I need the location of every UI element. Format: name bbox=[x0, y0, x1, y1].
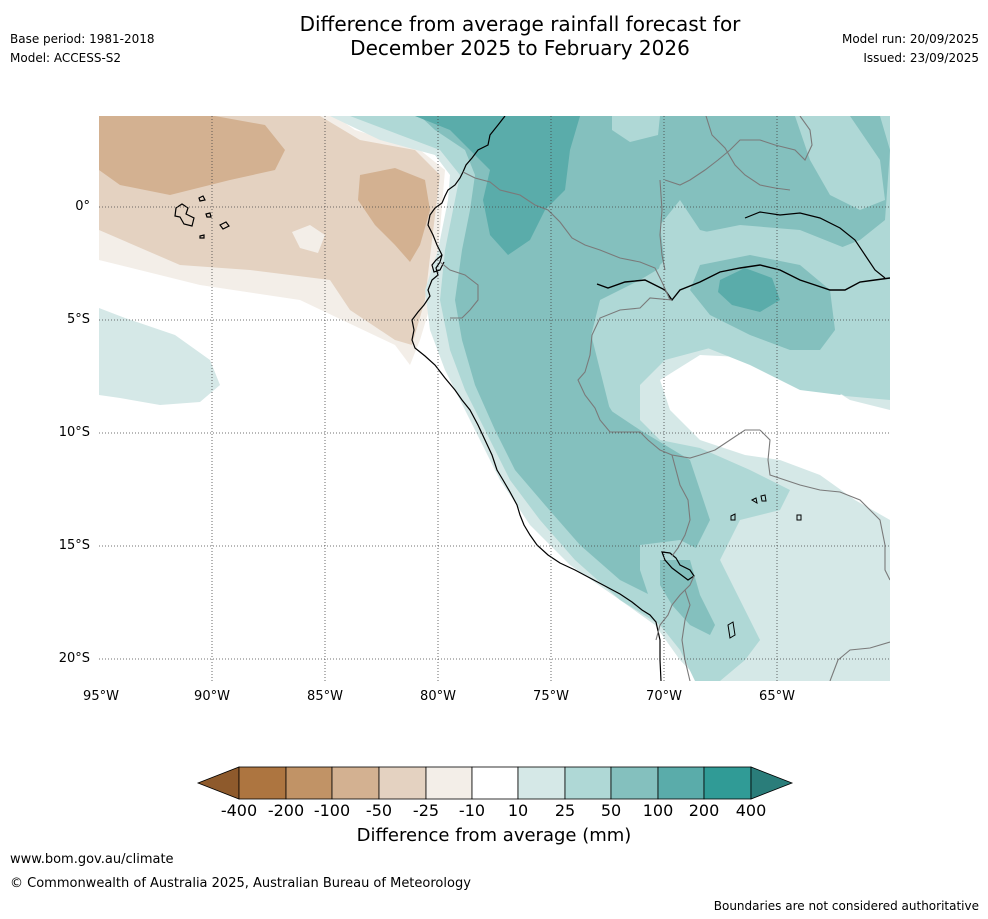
rio-negro bbox=[744, 211, 886, 279]
graticule bbox=[99, 116, 890, 681]
region-wet-10-ocean bbox=[99, 308, 220, 405]
colorbar-bin-n10 bbox=[425, 766, 473, 800]
galapagos-small-1 bbox=[198, 195, 206, 202]
lon-label-65w: 65°W bbox=[759, 689, 795, 704]
colorbar-tick-label: -50 bbox=[365, 801, 393, 820]
lat-label-20s: 20°S bbox=[58, 651, 90, 666]
issued-date: Issued: 23/09/2025 bbox=[863, 51, 979, 65]
model-run: Model run: 20/09/2025 bbox=[841, 32, 979, 46]
colorbar-bin-zero bbox=[471, 766, 519, 800]
amazon-river bbox=[596, 264, 890, 302]
colorbar-bin-p25 bbox=[564, 766, 612, 800]
region-wet-50-andes bbox=[478, 275, 690, 525]
colorbar-bin-n50 bbox=[331, 766, 380, 800]
lon-label-70w: 70°W bbox=[646, 689, 682, 704]
colorbar-title: Difference from average (mm) bbox=[356, 825, 632, 846]
border-bolivia-brazil bbox=[759, 429, 890, 581]
region-wet-25-north-east bbox=[795, 116, 885, 210]
footer-copyright: © Commonwealth of Australia 2025, Austra… bbox=[10, 876, 471, 891]
galapagos-small-4 bbox=[205, 212, 212, 218]
colorbar-tick-label: 10 bbox=[507, 801, 529, 820]
colorbar-extend-low bbox=[196, 766, 240, 800]
border-chile-peru bbox=[655, 575, 695, 641]
lon-label-95w: 95°W bbox=[83, 689, 119, 704]
galapagos-islands bbox=[174, 203, 195, 227]
border-peru-bolivia bbox=[671, 454, 691, 557]
colorbar-bin-p100 bbox=[657, 766, 705, 800]
galapagos-small-2 bbox=[219, 221, 230, 230]
border-peru-brazil bbox=[577, 297, 760, 459]
gulf-of-guayaquil bbox=[431, 254, 445, 273]
border-argentina-bolivia bbox=[829, 659, 839, 681]
border-north-colombia-venezuela bbox=[664, 116, 813, 186]
lat-label-0: 0° bbox=[75, 199, 90, 214]
region-dry-10-patch bbox=[292, 225, 325, 253]
colorbar-tick-label: 100 bbox=[642, 801, 674, 820]
lon-label-75w: 75°W bbox=[533, 689, 569, 704]
boundaries-disclaimer: Boundaries are not considered authoritat… bbox=[713, 899, 979, 913]
region-zero-hole bbox=[660, 355, 890, 520]
chart-title: Difference from average rainfall forecas… bbox=[250, 12, 790, 60]
colorbar-tick-label: -25 bbox=[412, 801, 440, 820]
lat-label-5s: 5°S bbox=[66, 312, 90, 327]
title-line-1: Difference from average rainfall forecas… bbox=[299, 12, 741, 36]
colorbar-tick-label: 400 bbox=[735, 801, 767, 820]
lon-label-90w: 90°W bbox=[194, 689, 230, 704]
meta-right: Model run: 20/09/2025 Issued: 23/09/2025 bbox=[842, 30, 979, 68]
colorbar-bin-n100 bbox=[285, 766, 333, 800]
colorbar-tick-label: -200 bbox=[267, 801, 305, 820]
region-dry-50-west bbox=[99, 116, 285, 195]
region-wet-25-inner bbox=[612, 116, 660, 142]
lat-label-15s: 15°S bbox=[58, 538, 90, 553]
colorbar-bin-p50 bbox=[610, 766, 659, 800]
colorbar-bin-p10 bbox=[517, 766, 566, 800]
small-lake-5 bbox=[727, 621, 736, 639]
base-period: Base period: 1981-2018 bbox=[10, 32, 155, 46]
coastline bbox=[411, 116, 662, 681]
map-field bbox=[99, 116, 890, 681]
small-lake-3 bbox=[730, 513, 736, 521]
border-bolivia-paraguay bbox=[837, 641, 890, 661]
border-colombia-brazil bbox=[659, 179, 666, 271]
border-chile-bolivia bbox=[681, 589, 691, 681]
colorbar-bin-n25 bbox=[378, 766, 427, 800]
title-line-2: December 2025 to February 2026 bbox=[350, 36, 690, 60]
region-dry-50-coast bbox=[358, 168, 430, 262]
colorbar-bin-p200 bbox=[703, 766, 752, 800]
lon-label-80w: 80°W bbox=[420, 689, 456, 704]
colorbar-tick-label: -400 bbox=[220, 801, 258, 820]
meta-left: Base period: 1981-2018 Model: ACCESS-S2 bbox=[10, 30, 155, 68]
colorbar-tick-label: -100 bbox=[313, 801, 351, 820]
colorbar-tick-label: 25 bbox=[554, 801, 576, 820]
border-ecuador-peru bbox=[439, 261, 479, 319]
model-name: Model: ACCESS-S2 bbox=[10, 51, 122, 65]
border-colombia-ecuador bbox=[462, 171, 671, 301]
small-lake-4 bbox=[796, 514, 802, 521]
colorbar-tick-label: 200 bbox=[688, 801, 720, 820]
colorbar-tick-label: -10 bbox=[458, 801, 486, 820]
border-venezuela-brazil bbox=[705, 116, 791, 191]
lat-label-10s: 10°S bbox=[58, 425, 90, 440]
colorbar-bin-n200 bbox=[238, 766, 287, 800]
colorbar-extend-high bbox=[750, 766, 794, 800]
colorbar-tick-label: 50 bbox=[600, 801, 622, 820]
galapagos-small-3 bbox=[199, 234, 205, 239]
small-lake-2 bbox=[760, 494, 767, 502]
footer-url[interactable]: www.bom.gov.au/climate bbox=[10, 852, 174, 867]
small-lake-1 bbox=[750, 497, 758, 505]
region-wet-100-amazon bbox=[718, 268, 780, 312]
region-wet-100-north bbox=[415, 116, 580, 255]
lon-label-85w: 85°W bbox=[307, 689, 343, 704]
